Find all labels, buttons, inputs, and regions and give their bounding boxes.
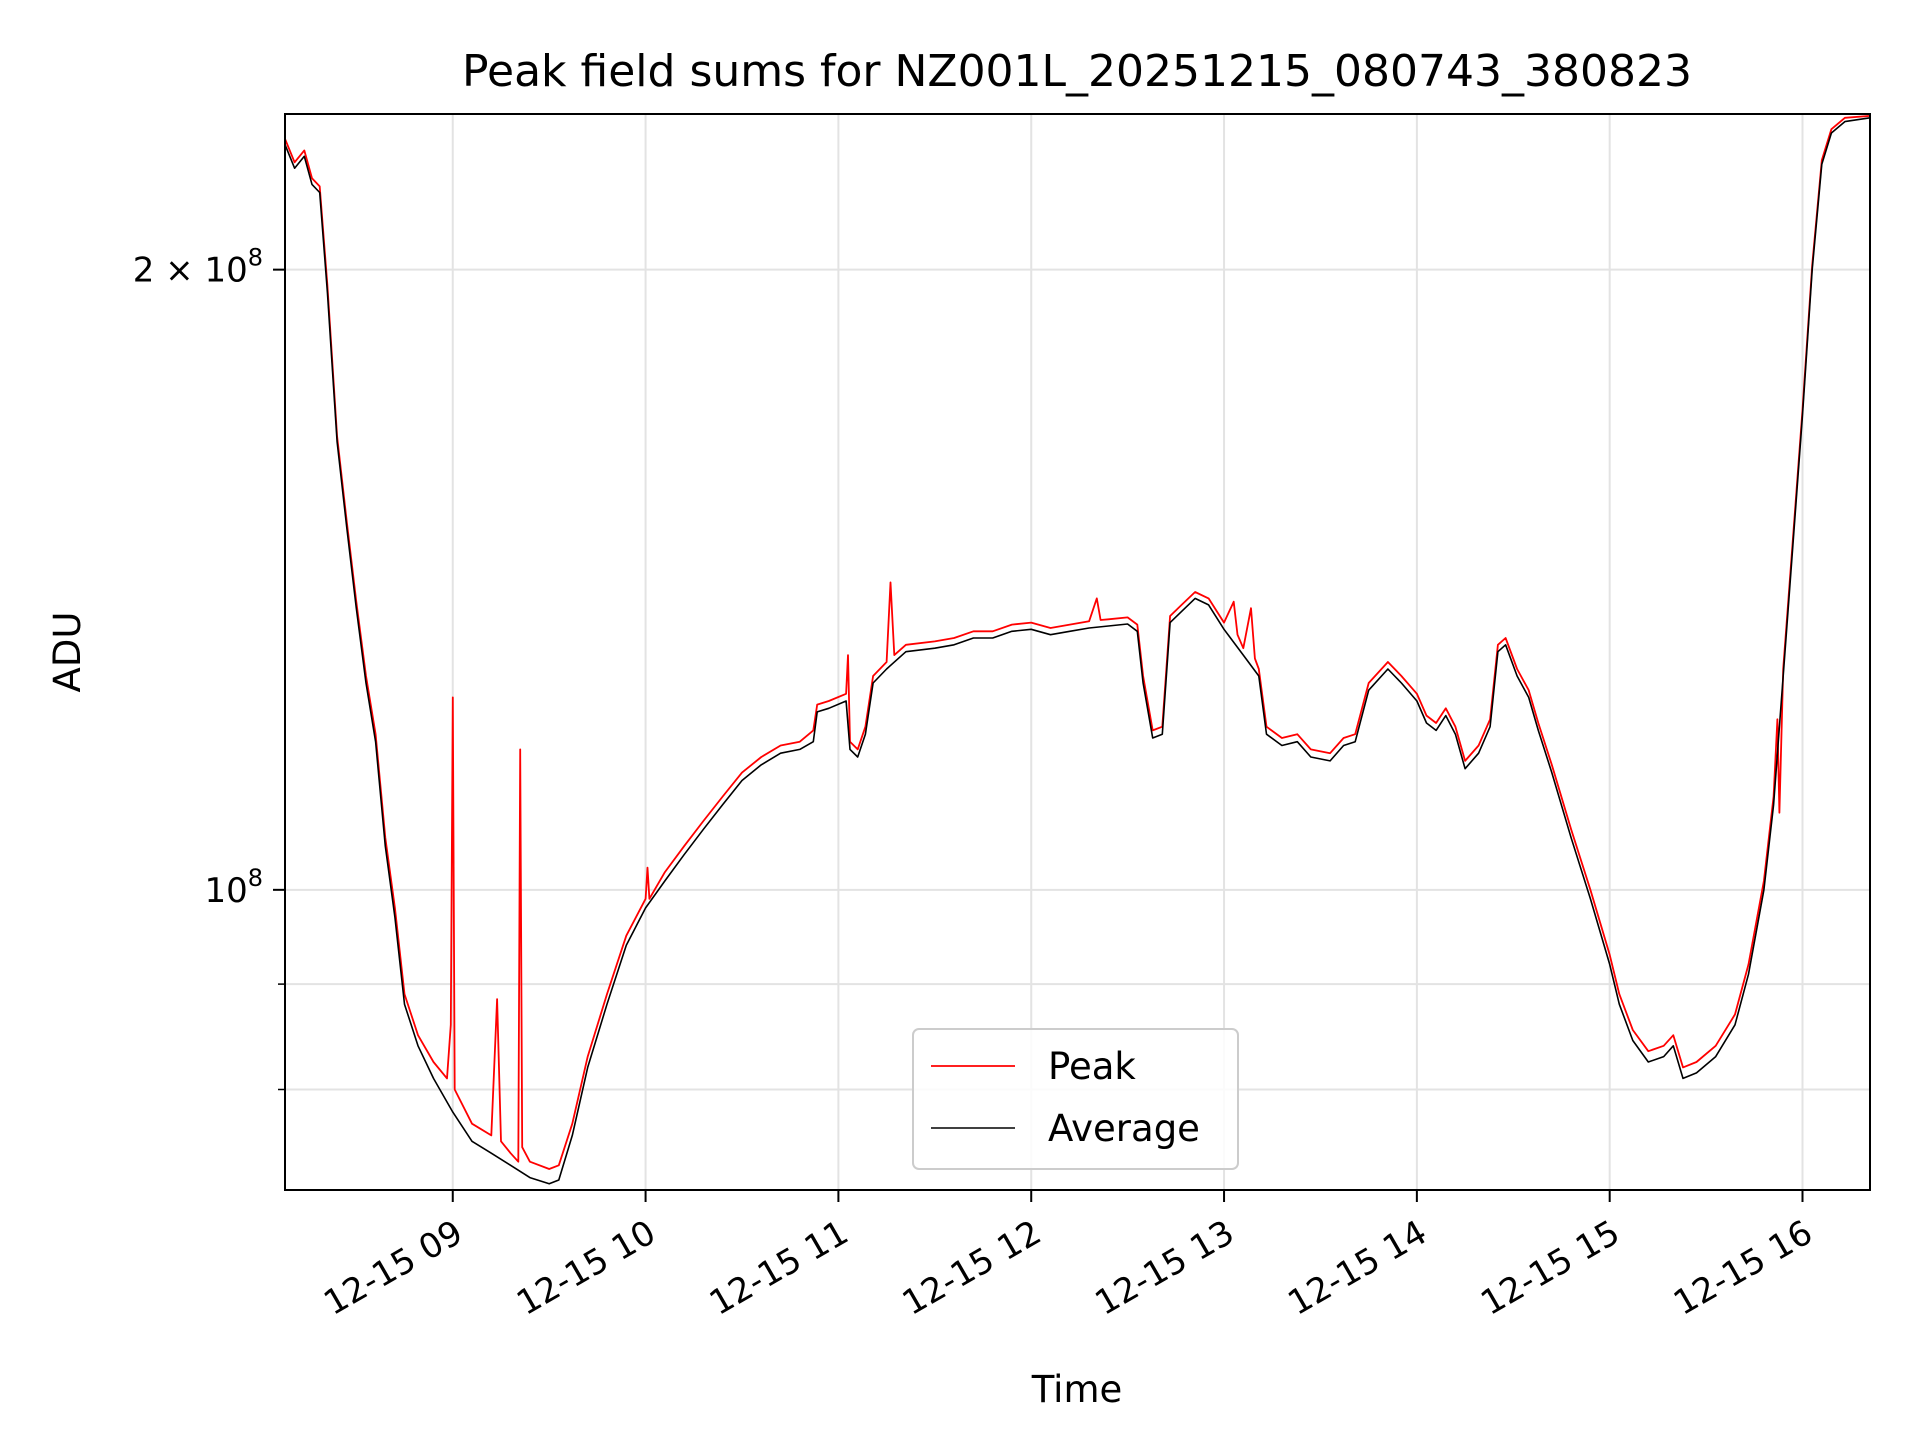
y-tick-label: 108 xyxy=(204,864,263,911)
legend-label-peak: Peak xyxy=(1048,1045,1136,1088)
chart-title: Peak field sums for NZ001L_20251215_0807… xyxy=(462,46,1692,97)
y-axis: 108 2 × 108 xyxy=(133,244,285,1091)
peak-series-line xyxy=(284,115,1871,1170)
series-layer xyxy=(284,115,1871,1185)
legend-label-average: Average xyxy=(1048,1107,1200,1150)
plot-area-frame xyxy=(284,113,1871,1191)
gridlines xyxy=(285,114,1870,1190)
y-axis-label: ADU xyxy=(46,612,89,693)
y-tick-label: 2 × 108 xyxy=(133,244,263,291)
average-series-line xyxy=(284,117,1871,1185)
legend-box xyxy=(912,1028,1239,1170)
legend: Peak Average xyxy=(912,1028,1239,1170)
x-axis-label: Time xyxy=(1031,1368,1123,1411)
